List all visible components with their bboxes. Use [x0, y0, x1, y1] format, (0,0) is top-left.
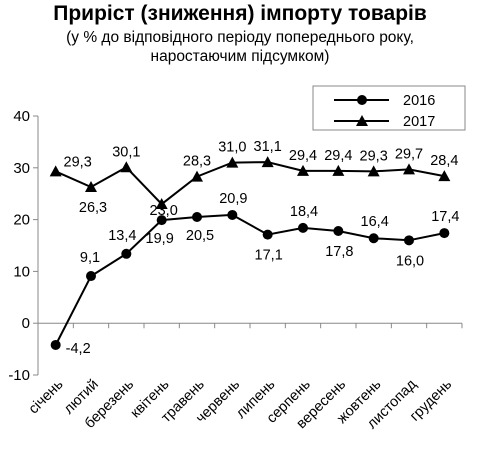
point-2016: [192, 212, 202, 223]
data-label-2017: 29,4: [289, 148, 317, 164]
point-2017: [403, 163, 415, 175]
legend-label-2017: 2017: [403, 114, 435, 130]
y-tick-label: 10: [13, 263, 30, 280]
point-2017: [49, 165, 62, 177]
point-2016: [121, 248, 132, 259]
chart-subtitle: (у % до відповідного періоду попередньог…: [0, 28, 480, 66]
data-label-2017: 28,4: [430, 153, 458, 169]
data-label-2016: 16,0: [396, 253, 424, 269]
point-2016: [86, 271, 96, 282]
chart-subtitle-line-2: наростаючим підсумком): [150, 48, 330, 65]
point-2016: [227, 209, 238, 220]
data-label-2016: 20,5: [186, 228, 214, 244]
chart-title: Приріст (зниження) імпорту товарів: [53, 2, 427, 25]
point-2017: [367, 165, 380, 177]
data-label-2017: 29,3: [360, 148, 388, 164]
y-tick-label: 0: [22, 315, 30, 332]
data-label-2016: 13,4: [108, 228, 136, 244]
data-label-2016: 19,9: [146, 231, 174, 247]
point-2016: [50, 339, 61, 350]
point-2016: [333, 225, 344, 236]
data-labels: -4,2 9,1 13,4 19,9 20,5 20,9 17,1 18,4 17,8 16,4 1…: [64, 139, 460, 357]
point-2017: [332, 164, 345, 176]
y-tick-label: 20: [13, 212, 30, 229]
legend-marker-2017: [356, 115, 368, 126]
data-label-2017: 31,0: [218, 140, 246, 156]
data-label-2017: 30,1: [112, 144, 140, 160]
point-2017: [297, 164, 309, 176]
data-label-2017: 23,0: [150, 203, 178, 219]
point-2016: [156, 215, 167, 226]
data-label-2016: 16,4: [361, 214, 389, 230]
point-2017: [191, 170, 203, 182]
point-2016: [404, 235, 414, 246]
legend-marker-2016: [357, 95, 367, 105]
point-2016: [298, 222, 308, 233]
series-line-2017: [55, 161, 445, 206]
legend-label-2016: 2016: [403, 93, 435, 109]
point-2017: [226, 156, 239, 168]
point-2017: [120, 161, 133, 173]
point-2017: [261, 156, 274, 168]
data-label-2016: 20,9: [219, 191, 247, 207]
data-label-2016: 17,8: [325, 244, 353, 260]
data-label-2017: 29,3: [64, 154, 92, 170]
chart-legend: 2016 2017: [312, 85, 466, 131]
chart-subtitle-line-1: (у % до відповідного періоду попередньог…: [66, 29, 414, 46]
point-2017: [155, 198, 168, 210]
x-tick-label: січень: [26, 377, 67, 418]
data-label-2017: 31,1: [254, 139, 282, 155]
data-label-2017: 28,3: [183, 154, 211, 170]
data-label-2016: 9,1: [80, 250, 100, 266]
point-2016: [439, 228, 450, 239]
point-2017: [438, 170, 451, 182]
data-label-2016: 18,4: [290, 204, 318, 220]
point-2017: [85, 180, 97, 192]
data-label-2016: -4,2: [66, 341, 91, 357]
data-label-2016: 17,1: [255, 248, 283, 264]
point-2016: [262, 229, 273, 240]
y-tick-label: 30: [13, 160, 30, 177]
y-tick-label: 40: [13, 108, 30, 125]
legend-box: [312, 85, 466, 131]
y-tick-label: -10: [8, 367, 30, 384]
series-line-2016: [54, 213, 445, 346]
data-label-2017: 29,7: [395, 146, 423, 162]
data-label-2017: 26,3: [79, 200, 107, 216]
data-label-2017: 29,4: [324, 148, 352, 164]
point-2016: [368, 233, 379, 244]
data-label-2016: 17,4: [431, 209, 459, 225]
chart-series: [49, 156, 451, 350]
